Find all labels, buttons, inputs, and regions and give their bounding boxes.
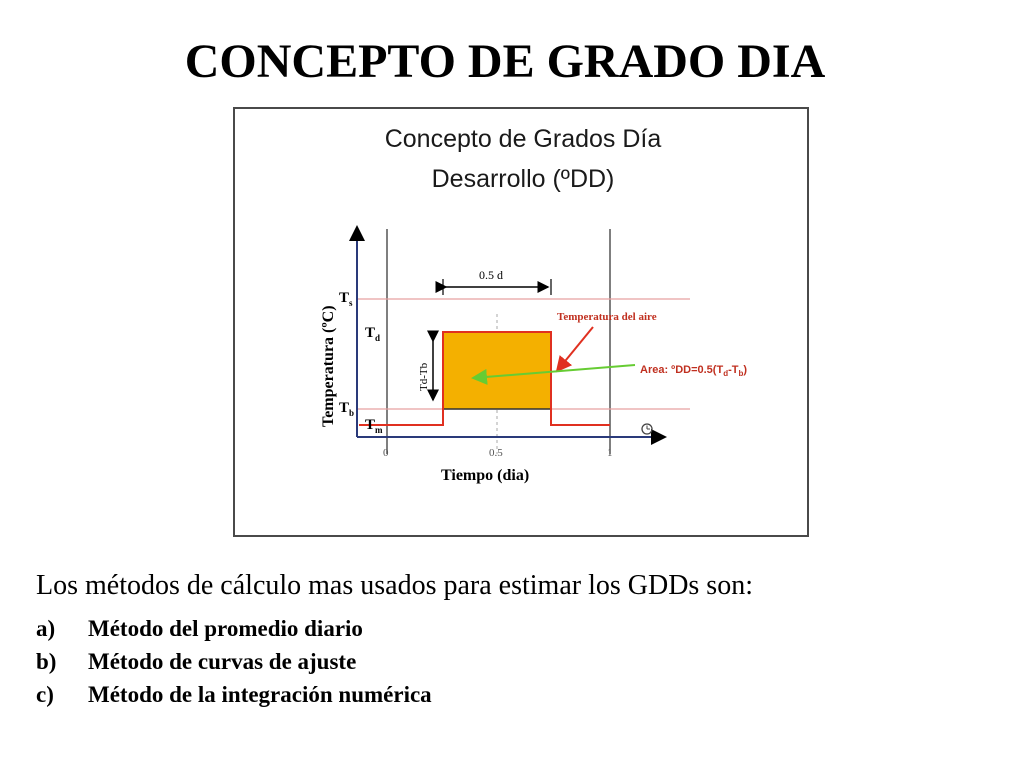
method-text: Método de la integración numérica: [88, 682, 432, 707]
x-tick-1: 1: [607, 447, 613, 459]
tm-label: Tm: [365, 417, 383, 435]
list-item: b) Método de curvas de ajuste: [36, 647, 432, 680]
methods-list: a) Método del promedio diario b) Método de…: [36, 614, 432, 713]
area-pointer: [471, 364, 636, 385]
list-marker: a): [36, 616, 56, 641]
clock-icon: [641, 423, 653, 435]
degree-day-area: [442, 331, 552, 410]
y-axis-label: Temperatura (ºC): [320, 305, 337, 427]
degree-day-diagram: Td-Tb 0.5 d Temperatura del aire Area: º…: [320, 225, 747, 484]
air-temp-pointer: [555, 326, 594, 373]
x-axis-label: Tiempo (dia): [441, 467, 529, 484]
list-item: c) Método de la integración numérica: [36, 680, 432, 713]
td-label: Td: [365, 325, 380, 343]
method-text: Método de curvas de ajuste: [88, 649, 357, 674]
x-tick-0: 0: [383, 447, 389, 459]
air-temperature-line: [359, 331, 610, 426]
diagram-figure: Concepto de Grados Día Desarrollo (ºDD): [233, 107, 809, 537]
x-tick-0.5: 0.5: [489, 447, 503, 459]
methods-intro: Los métodos de cálculo mas usados para e…: [36, 570, 753, 601]
area-label: Area: ºDD=0.5(Td-Tb): [640, 364, 747, 378]
method-text: Método del promedio diario: [88, 616, 363, 641]
slide-title: CONCEPTO DE GRADO DIA: [184, 35, 826, 88]
tb-label: Tb: [339, 400, 354, 418]
difference-label: Td-Tb: [418, 362, 430, 391]
air-temp-label: Temperatura del aire: [557, 311, 657, 323]
list-marker: b): [36, 649, 57, 674]
list-item: a) Método del promedio diario: [36, 614, 432, 647]
ts-label: Ts: [339, 290, 353, 308]
span-label: 0.5 d: [479, 268, 503, 282]
figure-title-line2: Desarrollo (ºDD): [431, 165, 615, 193]
list-marker: c): [36, 682, 54, 707]
figure-title-line1: Concepto de Grados Día: [384, 125, 662, 153]
